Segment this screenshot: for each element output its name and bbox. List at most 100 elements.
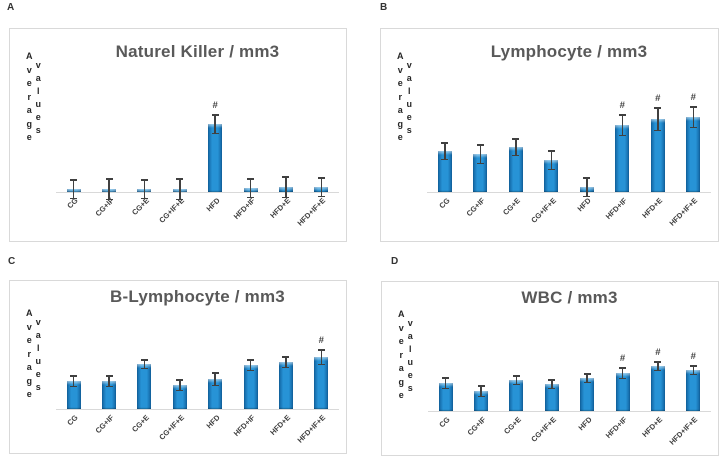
bar-group: # HFD+IF [604,74,641,221]
panel-label-d: D [391,256,399,267]
x-tick-label: CG+IF [465,415,488,438]
x-tick-label: HFD+IF [603,415,629,441]
bar-group: CG+IF+E [157,74,197,225]
significance-marker: # [690,92,696,103]
x-tick-label: HFD+E [640,196,665,220]
panel-label-c: C [8,256,16,267]
error-bar [212,114,218,134]
error-bar [548,150,554,170]
x-tick-label: HFD+IF [231,196,257,222]
error-bar [247,178,253,198]
error-bar [283,356,289,368]
error-bar [690,106,696,128]
error-bar [70,179,77,199]
x-tick-label: CG+IF+E [529,415,559,444]
x-tick-label: CG+E [129,413,151,434]
significance-marker: # [655,347,661,358]
bar-group: HFD [198,317,233,430]
bar [137,364,152,409]
bar [438,383,453,411]
bar [615,125,630,192]
error-bar [141,179,147,199]
bar-group: HFD [570,319,605,432]
x-tick-label: HFD+IF+E [667,196,700,228]
bar-group: CG+IF+E [157,317,197,442]
x-tick-label: HFD [204,196,222,214]
bar [473,154,488,192]
error-bar [318,349,324,365]
x-tick-label: CG+E [501,196,523,217]
x-tick-label: CG [65,196,81,211]
bar-group: CG+IF+E [529,319,569,444]
x-tick-label: HFD [576,415,594,433]
bar-group: CG+IF [463,74,499,218]
x-tick-label: HFD+IF [231,413,257,439]
x-tick-label: HFD [575,196,594,214]
bar [650,119,665,192]
bar-group: # HFD+IF+E [668,319,711,447]
x-tick-label: CG+E [501,415,523,436]
panel-label-b: B [380,2,388,13]
error-bar [513,375,519,385]
x-tick-label: CG+IF [93,196,116,219]
bar-group: # HFD+IF+E [296,317,339,445]
bar-group: # HFD [198,74,233,213]
x-tick-label: HFD+IF+E [295,196,328,228]
significance-marker: # [212,100,218,111]
bar-group: CG+IF+E [529,74,570,225]
plot-area: CG CG+IF CG+E CG+IF+E # HFD HFD+IF HFD+E HFD+IF+… [56,74,339,228]
bar [172,385,187,409]
bar [278,362,293,409]
plot-area: CG CG+IF CG+E CG+IF+E HFD # HFD+IF # HFD+E # HFD+I… [427,74,712,228]
x-tick-label: HFD+E [640,415,665,439]
bar [686,117,701,192]
x-tick-label: CG+IF [93,413,116,436]
error-bar [619,114,625,136]
error-bar [549,379,555,389]
bar-group: CG+E [127,74,162,217]
bar [208,379,223,409]
bar [544,160,559,192]
x-tick-label: HFD+IF [603,196,629,222]
bar-group: HFD+E [268,74,303,220]
error-bar [655,361,661,371]
error-bar [654,107,661,131]
error-bar [70,375,77,387]
error-bar [247,359,253,371]
x-tick-label: CG+IF+E [157,413,187,442]
error-bar [583,177,590,197]
bar-group: HFD+IF [232,317,268,438]
bar-group: HFD [569,74,605,213]
bar [314,357,329,409]
bar-group: CG+E [499,319,534,436]
bar-group: CG [428,319,463,429]
bar-group: CG+IF [91,317,126,435]
bar-group: CG [56,74,91,210]
error-bar [442,377,449,389]
bar [580,378,595,411]
x-tick-label: HFD+E [268,196,293,220]
bar-group: HFD+IF+E [296,74,339,228]
x-tick-label: CG+E [129,196,151,217]
bar-group: CG+E [498,74,534,217]
chart-title: B-Lymphocyte / mm3 [110,287,285,306]
x-tick-label: HFD [204,413,222,431]
error-bar [512,138,519,156]
bar-group: CG+IF [463,319,498,437]
bar-group: CG [427,74,463,210]
error-bar [478,385,484,397]
bar-group: # HFD+IF+E [668,74,712,228]
error-bar [106,375,112,387]
x-tick-label: HFD+IF+E [667,415,700,447]
